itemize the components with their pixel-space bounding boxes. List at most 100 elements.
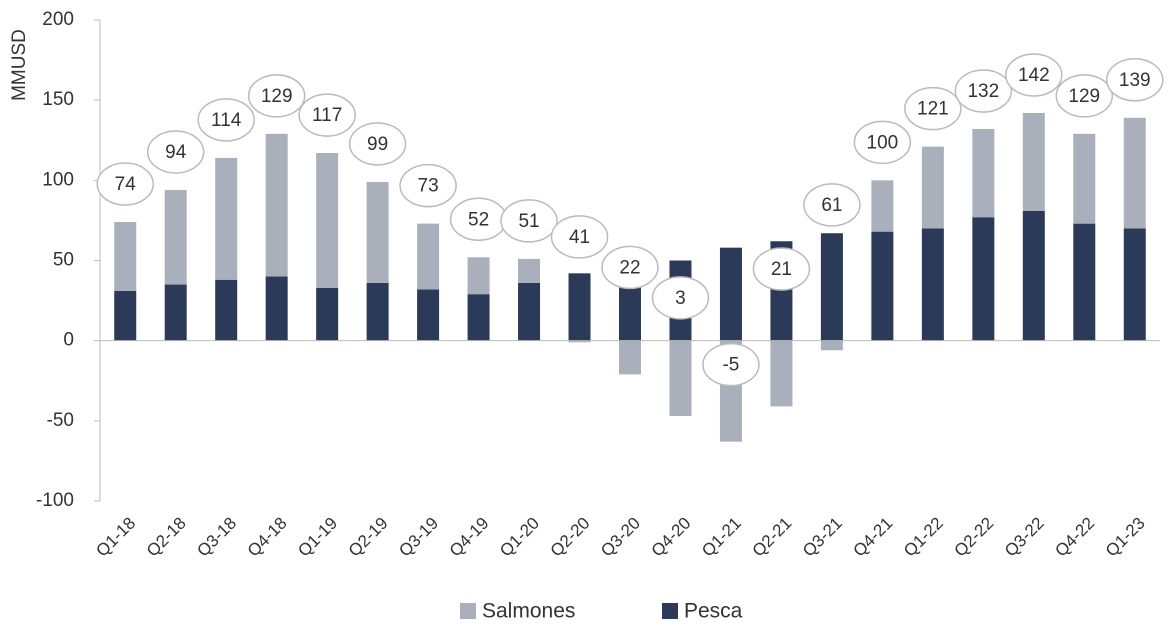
bar	[820, 233, 843, 341]
x-tick-label: Q4-19	[446, 514, 493, 561]
y-tick-label: -100	[36, 490, 74, 511]
bar	[366, 282, 389, 341]
bar	[1123, 228, 1146, 341]
bar	[921, 146, 944, 229]
bar	[215, 279, 238, 341]
x-tick-label: Q2-18	[143, 514, 190, 561]
x-tick-label: Q4-22	[1051, 514, 1098, 561]
x-tick-label: Q1-21	[698, 514, 745, 561]
y-tick-label: 0	[63, 330, 74, 351]
bar	[669, 340, 692, 417]
total-bubble	[752, 247, 811, 291]
bar	[316, 153, 339, 288]
x-tick-label: Q2-21	[749, 514, 796, 561]
bar	[972, 217, 995, 341]
legend-label: Pesca	[684, 600, 743, 623]
bar	[467, 294, 490, 341]
total-label: 99	[367, 134, 388, 155]
bar	[568, 340, 591, 343]
total-label: 139	[1119, 70, 1151, 91]
total-label: 73	[418, 176, 439, 197]
total-label: 41	[569, 227, 590, 248]
total-label: 52	[468, 209, 489, 230]
bar	[1123, 117, 1146, 229]
total-bubble	[247, 74, 306, 118]
total-bubble	[601, 245, 659, 290]
total-bubble	[146, 130, 205, 174]
x-tick-label: Q3-20	[597, 514, 644, 561]
total-label: 21	[771, 259, 792, 280]
y-tick-label: -50	[47, 410, 74, 431]
bar	[871, 231, 894, 341]
bar	[265, 276, 288, 341]
legend-label: Salmones	[482, 600, 575, 623]
y-axis-label: MMUSD	[9, 29, 30, 101]
total-bubble	[197, 98, 255, 142]
legend-swatch	[662, 603, 678, 619]
x-tick-label: Q1-22	[900, 514, 947, 561]
bar	[265, 133, 288, 277]
legend-swatch	[460, 603, 476, 619]
total-label: 100	[867, 132, 899, 153]
x-tick-label: Q3-18	[193, 514, 240, 561]
total-label: -5	[722, 355, 739, 376]
bar	[619, 271, 641, 341]
total-bubble	[954, 69, 1013, 113]
x-tick-label: Q3-19	[395, 514, 442, 561]
bar	[770, 340, 793, 407]
total-bubble	[904, 86, 962, 131]
x-tick-label: Q4-18	[244, 514, 291, 561]
bar	[114, 222, 137, 291]
bar	[316, 287, 339, 341]
bar	[1022, 210, 1045, 341]
total-label: 121	[917, 99, 949, 120]
bar	[467, 257, 490, 295]
bar	[114, 290, 137, 341]
total-bubble	[399, 163, 457, 208]
total-bubble	[1005, 53, 1063, 97]
bar	[619, 340, 641, 375]
bar	[871, 180, 894, 232]
y-tick-label: 50	[53, 250, 74, 271]
x-tick-label: Q1-18	[92, 514, 139, 561]
x-tick-label: Q3-21	[799, 514, 846, 561]
bar	[719, 247, 742, 341]
y-tick-label: 100	[42, 169, 74, 190]
total-bubble	[298, 93, 356, 137]
x-tick-label: Q4-21	[850, 514, 897, 561]
bar	[417, 223, 440, 290]
total-bubble	[1106, 58, 1164, 102]
total-label: 132	[967, 81, 999, 102]
x-tick-label: Q2-19	[345, 514, 392, 561]
total-label: 117	[312, 105, 342, 126]
total-bubble	[803, 183, 861, 227]
bar	[215, 157, 238, 280]
bar	[820, 340, 843, 351]
bar	[1073, 223, 1096, 341]
x-tick-label: Q2-20	[547, 514, 594, 561]
total-label: 94	[165, 142, 187, 163]
total-bubble	[702, 342, 760, 387]
bar	[366, 181, 389, 283]
bar	[518, 258, 541, 283]
total-bubble	[500, 199, 558, 243]
x-tick-label: Q2-22	[950, 514, 997, 561]
y-tick-label: 200	[42, 9, 74, 30]
total-label: 129	[261, 86, 293, 107]
total-label: 74	[115, 174, 137, 195]
total-label: 114	[211, 110, 242, 131]
x-tick-label: Q1-20	[496, 514, 543, 561]
bar	[921, 228, 944, 341]
total-label: 129	[1068, 86, 1100, 107]
y-tick-label: 150	[42, 89, 74, 110]
total-label: 61	[821, 195, 842, 216]
x-tick-label: Q1-23	[1102, 514, 1149, 561]
total-bubble	[96, 162, 154, 206]
total-bubble	[853, 120, 912, 165]
bar	[972, 129, 995, 218]
bar	[1073, 133, 1096, 224]
total-label: 142	[1018, 65, 1050, 86]
bar	[164, 189, 187, 285]
total-label: 51	[518, 211, 539, 232]
